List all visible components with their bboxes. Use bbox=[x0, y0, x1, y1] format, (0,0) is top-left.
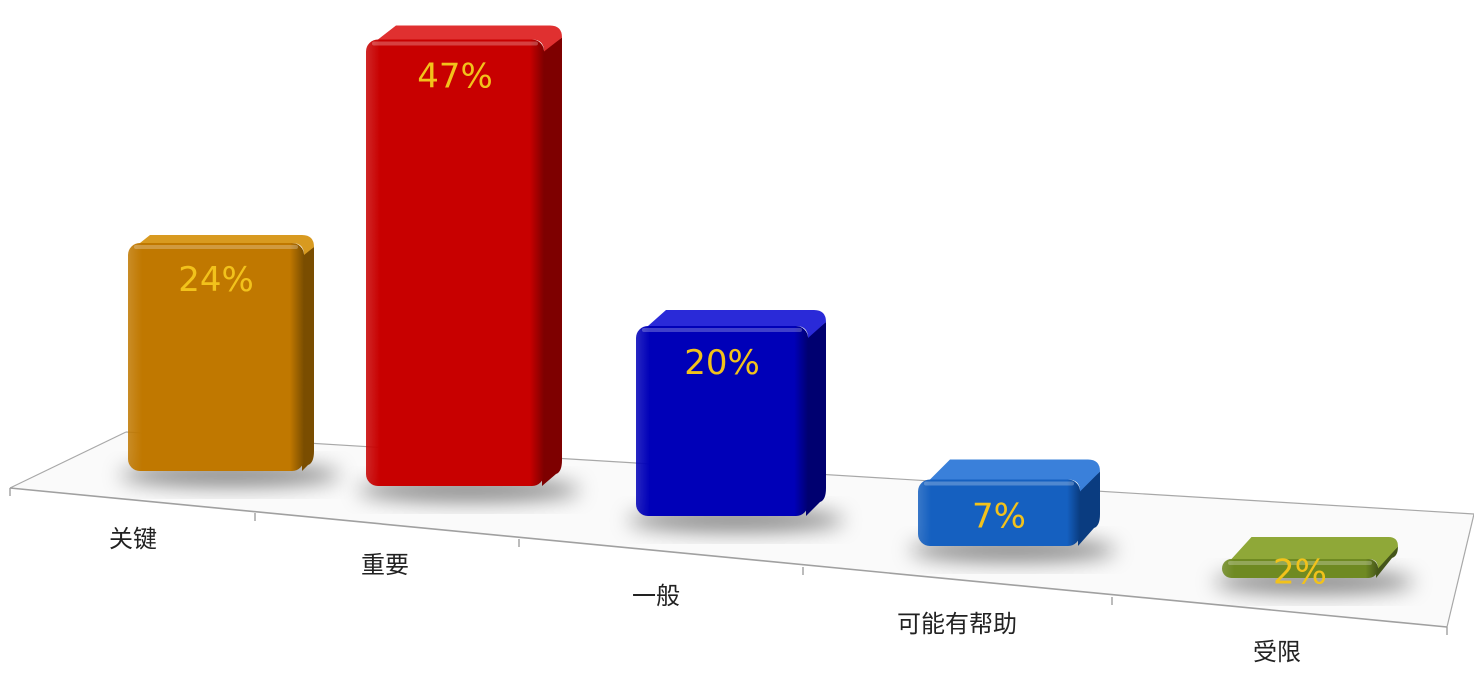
bar-side bbox=[1078, 471, 1100, 546]
x-tick-label: 关键 bbox=[109, 525, 157, 553]
bar-side bbox=[542, 37, 562, 486]
bar-front bbox=[366, 39, 544, 486]
bar-highlight bbox=[924, 481, 1074, 486]
bar-value-label: 2% bbox=[1273, 552, 1327, 592]
x-tick-label: 一般 bbox=[632, 582, 680, 610]
x-tick-label: 可能有帮助 bbox=[897, 610, 1017, 638]
bar: 24% bbox=[120, 235, 340, 487]
bar-top bbox=[378, 25, 562, 52]
bar-value-label: 20% bbox=[684, 343, 760, 383]
bar: 47% bbox=[358, 25, 580, 502]
bar: 2% bbox=[1214, 537, 1414, 594]
x-tick-label: 受限 bbox=[1253, 638, 1301, 666]
bar-front bbox=[918, 479, 1080, 546]
bar-side bbox=[806, 322, 826, 516]
bar: 20% bbox=[628, 310, 844, 532]
bar-highlight bbox=[372, 41, 538, 46]
x-axis-line bbox=[9, 487, 1448, 628]
bar-front bbox=[128, 243, 304, 471]
bar-front bbox=[636, 326, 808, 516]
bar-highlight bbox=[642, 328, 802, 332]
bar-highlight bbox=[134, 245, 298, 249]
x-tick-label: 重要 bbox=[361, 551, 409, 579]
bar-front bbox=[1222, 559, 1378, 578]
bar-value-label: 7% bbox=[972, 497, 1026, 537]
floor-left-edge bbox=[9, 431, 127, 489]
bar-side bbox=[1376, 546, 1398, 578]
bar-top bbox=[140, 235, 314, 255]
bar-value-label: 24% bbox=[178, 260, 254, 300]
bar: 7% bbox=[910, 459, 1116, 562]
bar-value-label: 47% bbox=[417, 57, 493, 97]
floor-right-edge bbox=[1446, 513, 1474, 628]
bar-highlight bbox=[1228, 561, 1372, 565]
bar-side bbox=[302, 247, 314, 471]
bar-top bbox=[648, 310, 826, 338]
bar-top bbox=[930, 459, 1100, 492]
bar-top bbox=[1231, 537, 1398, 569]
